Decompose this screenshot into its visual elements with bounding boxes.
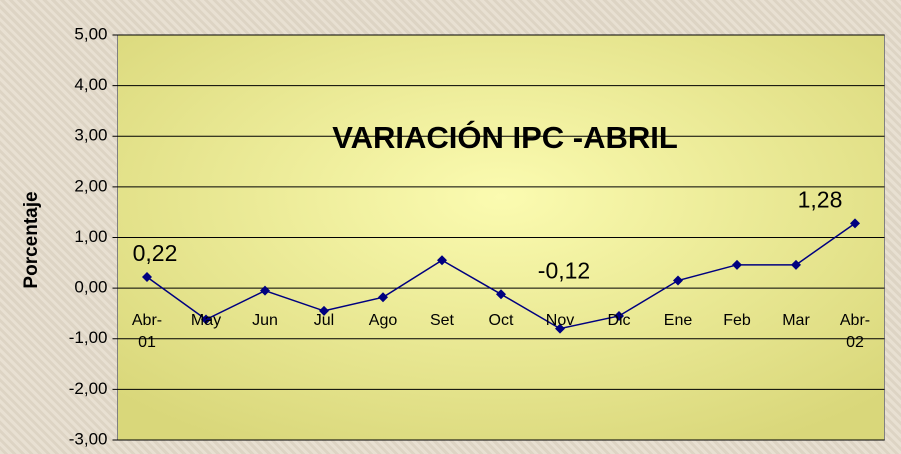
data-point: [201, 314, 211, 325]
x-tick-label: May: [190, 312, 222, 330]
data-point: [850, 218, 860, 229]
data-point: [673, 275, 683, 286]
data-point: [791, 259, 801, 270]
data-point: [142, 271, 152, 282]
x-tick-label: Mar: [782, 312, 810, 330]
data-point: [732, 259, 742, 270]
x-tick-label: Abr-02: [839, 312, 871, 352]
data-point: [614, 310, 624, 321]
data-label: 1,28: [798, 186, 843, 212]
data-label: 0,22: [133, 240, 178, 266]
x-tick-label: Feb: [723, 312, 751, 330]
y-tick-label: 5,00: [74, 24, 107, 43]
y-tick-label: -1,00: [69, 328, 108, 347]
x-tick-label: Ene: [663, 312, 693, 330]
x-tick-label: Nov: [545, 312, 575, 330]
y-tick-label: -2,00: [69, 379, 108, 398]
y-tick-label: 3,00: [74, 126, 107, 145]
x-tick-label: Jul: [313, 312, 335, 330]
y-axis-label: Porcentaje: [21, 191, 42, 288]
data-point: [260, 285, 270, 296]
chart-title: VARIACIÓN IPC -ABRIL: [332, 119, 678, 155]
data-point: [437, 255, 447, 266]
y-tick-label: 1,00: [74, 227, 107, 246]
x-tick-label: Ago: [368, 312, 398, 330]
x-tick-label: Set: [429, 312, 454, 330]
x-tick-label: Abr-01: [131, 312, 163, 352]
y-tick-label: 2,00: [74, 176, 107, 195]
y-tick-label: 4,00: [74, 75, 107, 94]
y-tick-label: -3,00: [69, 429, 108, 448]
y-tick-label: 0,00: [74, 278, 107, 297]
x-tick-label: Jun: [252, 312, 278, 330]
x-tick-label: Oct: [488, 312, 514, 330]
data-point: [378, 292, 388, 303]
data-point: [496, 289, 506, 300]
data-point: [555, 323, 565, 334]
data-label: -0,12: [538, 257, 590, 283]
data-point: [319, 305, 329, 316]
x-tick-label: Dic: [607, 312, 631, 330]
